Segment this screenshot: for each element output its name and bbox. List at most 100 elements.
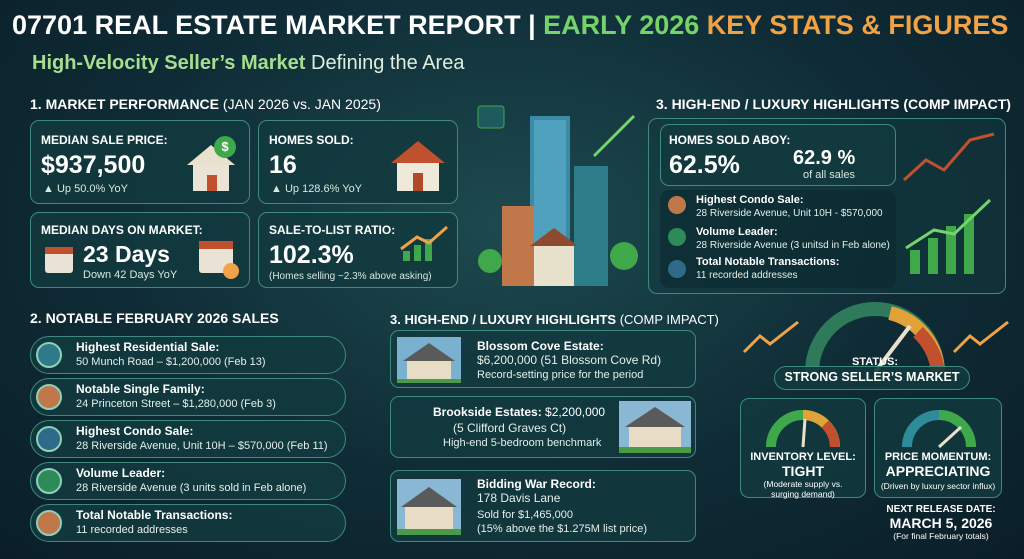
stat-value-alt: 62.9 % <box>793 147 856 169</box>
card-line: (5 Clifford Graves Ct) <box>453 421 567 435</box>
stat-change: (Homes selling ~2.3% above asking) <box>269 271 432 282</box>
item-title: Total Notable Transactions: <box>696 256 840 268</box>
heading-text: 3. HIGH-END / LUXURY HIGHLIGHTS <box>390 312 617 327</box>
stat-note: of all sales <box>803 169 855 181</box>
card-line: Record-setting price for the period <box>477 369 644 381</box>
stat-value: 16 <box>269 151 297 179</box>
item-icon <box>668 228 686 246</box>
item-title: Highest Condo Sale: <box>696 194 804 206</box>
stat-label: HOMES SOLD ABOY: <box>669 133 791 147</box>
sale-row <box>30 462 346 500</box>
city-illustration <box>477 105 638 286</box>
stat-value: $937,500 <box>41 151 146 179</box>
sale-icon <box>36 468 62 494</box>
stat-label: MEDIAN SALE PRICE: <box>41 133 168 147</box>
luxury-card: Brookside Estates: $2,200,000 (5 Cliffor… <box>390 396 696 458</box>
sale-detail: 28 Riverside Avenue (3 units sold in Feb… <box>76 482 307 494</box>
gauge <box>902 410 976 449</box>
stat-value: 62.5% <box>669 151 740 179</box>
sale-icon <box>36 426 62 452</box>
card-title: Bidding War Record: <box>477 477 596 491</box>
section-heading: 1. MARKET PERFORMANCE (JAN 2026 vs. JAN … <box>30 96 381 112</box>
item-detail: 28 Riverside Avenue, Unit 10H - $570,000 <box>696 208 883 219</box>
release-label: NEXT RELEASE DATE: <box>886 504 996 515</box>
gauge-note: (Driven by luxury sector influx) <box>880 481 996 491</box>
status-label: STATUS: <box>852 356 899 368</box>
status-value: STRONG SELLER’S MARKET <box>774 366 970 390</box>
house-icon <box>391 141 445 191</box>
sale-icon <box>36 342 62 368</box>
sale-icon <box>36 384 62 410</box>
section-heading: 3. HIGH-END / LUXURY HIGHLIGHTS (COMP IM… <box>656 96 1011 112</box>
sale-title: Notable Single Family: <box>76 382 205 396</box>
gauge-card: INVENTORY LEVEL: TIGHT (Moderate supply … <box>740 398 866 499</box>
gauge-label: INVENTORY LEVEL: <box>750 451 856 463</box>
subtitle-bold: High-Velocity Seller’s Market <box>32 52 306 74</box>
sale-row <box>30 420 346 458</box>
sale-title: Highest Residential Sale: <box>76 340 220 354</box>
card-line: (15% above the $1.275M list price) <box>477 523 647 535</box>
stat-change: ▲ Up 50.0% YoY <box>43 183 128 195</box>
release-note: (For final February totals) <box>893 531 989 541</box>
heading-note: (JAN 2026 vs. JAN 2025) <box>222 96 381 112</box>
title-main: 07701 REAL ESTATE MARKET REPORT | <box>12 10 536 40</box>
section-heading: 2. NOTABLE FEBRUARY 2026 SALES <box>30 310 279 326</box>
sale-row <box>30 504 346 542</box>
sale-detail: 11 recorded addresses <box>76 524 188 536</box>
item-icon <box>668 260 686 278</box>
svg-text:$: $ <box>221 139 229 154</box>
stat-label: SALE-TO-LIST RATIO: <box>269 223 396 237</box>
house-photo <box>397 337 461 383</box>
item-detail: 11 recorded addresses <box>696 270 798 281</box>
stat-change: ▲ Up 128.6% YoY <box>271 183 363 195</box>
item-list: Highest Condo Sale: 28 Riverside Avenue,… <box>660 190 896 288</box>
sale-icon <box>36 510 62 536</box>
house-photo <box>397 479 461 535</box>
heading-text: 1. MARKET PERFORMANCE <box>30 96 220 112</box>
sale-detail: 50 Munch Road – $1,200,000 (Feb 13) <box>76 356 266 368</box>
sale-title: Volume Leader: <box>76 466 166 480</box>
stat-card: HOMES SOLD: 16 ▲ Up 128.6% YoY <box>258 120 458 204</box>
sale-row <box>30 336 346 374</box>
title-text: Brookside Estates: <box>433 405 542 419</box>
card-line: $2,200,000 <box>545 405 606 419</box>
gauge-note: (Moderate supply vs. surging demand) <box>763 479 843 499</box>
trend-icon <box>400 225 448 261</box>
stat-card: SALE-TO-LIST RATIO: 102.3% (Homes sellin… <box>258 212 458 288</box>
sale-detail: 24 Princeton Street – $1,280,000 (Feb 3) <box>76 398 276 410</box>
stat-value: 23 Days <box>83 241 170 267</box>
title: 07701 REAL ESTATE MARKET REPORT | EARLY … <box>12 10 1008 41</box>
card-line: High-end 5-bedroom benchmark <box>443 437 602 449</box>
house-photo <box>619 401 691 453</box>
gauge-label: PRICE MOMENTUM: <box>884 451 992 463</box>
item-detail: 28 Riverside Avenue (3 unitsd in Feb alo… <box>696 240 890 251</box>
gauge-value: TIGHT <box>782 463 824 479</box>
sale-row <box>30 378 346 416</box>
item-title: Volume Leader: <box>696 226 778 238</box>
card-line: Sold for $1,465,000 <box>477 509 574 521</box>
change-text: Up 128.6% YoY <box>284 183 363 195</box>
calendar-icon <box>199 241 239 279</box>
change-text: Up 50.0% YoY <box>56 183 128 195</box>
card-line: $6,200,000 (51 Blossom Cove Rd) <box>477 353 662 367</box>
stat-change: Down 42 Days YoY <box>83 269 178 281</box>
chart-icon <box>902 132 995 274</box>
trend-icon <box>742 320 799 354</box>
stat-value: 102.3% <box>269 241 354 269</box>
stat-label: HOMES SOLD: <box>269 133 354 147</box>
house-icon: $ <box>187 136 236 191</box>
calendar-icon <box>45 247 73 273</box>
card-line: 178 Davis Lane <box>477 491 561 505</box>
card-title: Brookside Estates: $2,200,000 <box>433 405 605 419</box>
gauge-value: APPRECIATING <box>885 463 991 479</box>
section-heading: 3. HIGH-END / LUXURY HIGHLIGHTS (COMP IM… <box>390 312 719 327</box>
luxury-card: Bidding War Record: 178 Davis Lane Sold … <box>390 470 696 542</box>
card-title: Blossom Cove Estate: <box>477 339 604 353</box>
sale-title: Total Notable Transactions: <box>76 508 233 522</box>
stat-label: MEDIAN DAYS ON MARKET: <box>41 223 203 237</box>
sale-title: Highest Condo Sale: <box>76 424 194 438</box>
release: NEXT RELEASE DATE: MARCH 5, 2026 (For fi… <box>876 504 1006 541</box>
heading-note: (COMP IMPACT) <box>619 312 719 327</box>
stat-card: HOMES SOLD ABOY: 62.5% 62.9 % of all sal… <box>660 124 896 186</box>
gauge <box>766 410 840 448</box>
